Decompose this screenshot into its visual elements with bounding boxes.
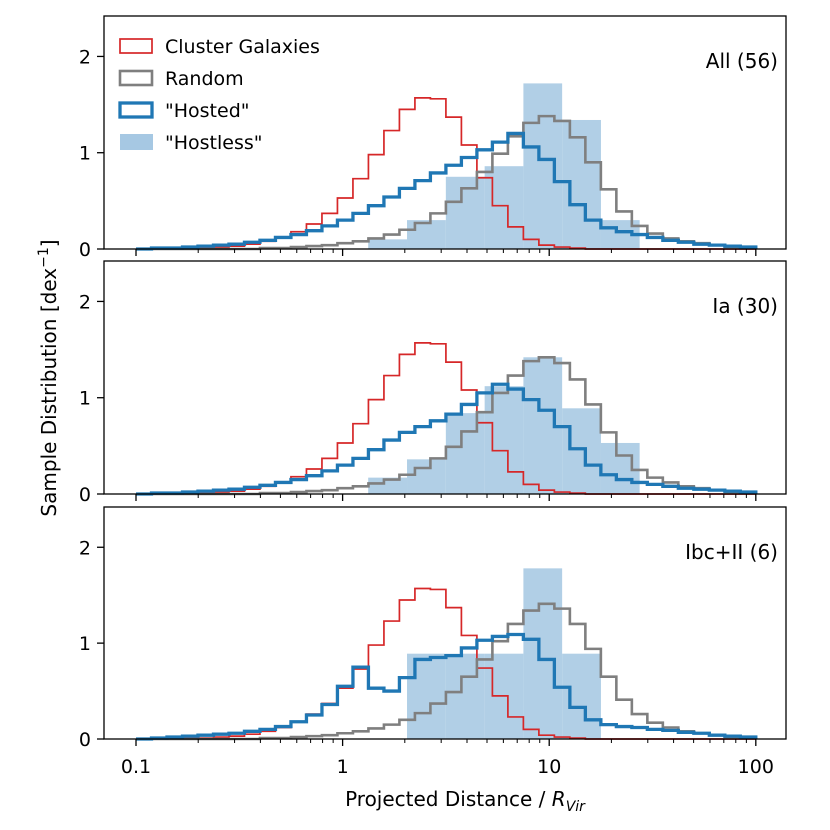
y-tick-label: 2 [79, 291, 91, 313]
y-axis-title: Sample Distribution [dex−1] [36, 239, 61, 516]
x-tick-label: 0.1 [121, 756, 151, 778]
legend-entry: Random [118, 68, 244, 90]
hostless-bar [562, 408, 601, 494]
panel-2: 0 1 2 Ia (30) [79, 260, 787, 506]
legend-label: "Hosted" [165, 100, 250, 122]
hostless-bar [368, 477, 408, 494]
legend-entry: "Hostless" [120, 132, 263, 154]
legend-swatch [119, 38, 153, 54]
y-tick-label: 0 [79, 239, 91, 261]
panels-group: 0 1 2 All (56) 0 1 2 Ia (30) 0 1 2 Ibc+II (6) 0.1 1 10… [79, 15, 787, 778]
legend-label: "Hostless" [165, 132, 263, 154]
y-tick-label: 2 [79, 46, 91, 68]
panel-frame [103, 506, 787, 740]
legend-entry: "Hosted" [118, 100, 250, 122]
legend-label: Cluster Galaxies [165, 36, 320, 58]
hosted-line [136, 131, 758, 251]
x-tick-label: 1 [337, 756, 349, 778]
legend-swatch [120, 134, 153, 150]
hostless-bar [523, 568, 563, 739]
y-tick-label: 0 [79, 484, 91, 506]
hostless-bar [407, 220, 446, 249]
hostless-bar [562, 653, 601, 739]
x-axis-title: Projected Distance / RVir [345, 787, 586, 815]
hostless-bar [407, 653, 446, 739]
x-tick-label: 10 [537, 756, 561, 778]
y-tick-label: 0 [79, 729, 91, 751]
legend-entry: Cluster Galaxies [119, 36, 320, 58]
hosted-line [136, 382, 758, 496]
panel-label: Ia (30) [712, 294, 778, 318]
y-tick-label: 1 [79, 633, 91, 655]
hostless-bar [407, 459, 446, 494]
random-line [136, 355, 758, 496]
panel-1: 0 1 2 All (56) [79, 15, 787, 261]
hostless-bar [523, 83, 563, 250]
hostless-bar [562, 119, 601, 249]
y-tick-label: 2 [79, 537, 91, 559]
hostless-bar [445, 413, 485, 494]
panel-frame [103, 15, 787, 250]
hostless-bar [484, 386, 524, 494]
panel-frame [103, 260, 787, 495]
hostless-bar [368, 239, 408, 249]
panel-label: Ibc+II (6) [685, 540, 778, 564]
legend-label: Random [165, 68, 244, 90]
hostless-bar [445, 653, 485, 739]
legend-swatch [118, 101, 154, 119]
hostless-bar [600, 442, 640, 494]
y-tick-label: 1 [79, 143, 91, 165]
legend-swatch [118, 69, 154, 87]
y-tick-label: 1 [79, 388, 91, 410]
legend: Cluster Galaxies Random "Hosted" "Hostless" [118, 36, 320, 154]
panel-label: All (56) [706, 49, 778, 73]
hostless-bar [484, 166, 524, 249]
random-line [136, 602, 758, 741]
hosted-line [136, 632, 758, 741]
panel-3: 0 1 2 Ibc+II (6) 0.1 1 10 100 [79, 506, 787, 778]
x-tick-label: 100 [738, 756, 774, 778]
